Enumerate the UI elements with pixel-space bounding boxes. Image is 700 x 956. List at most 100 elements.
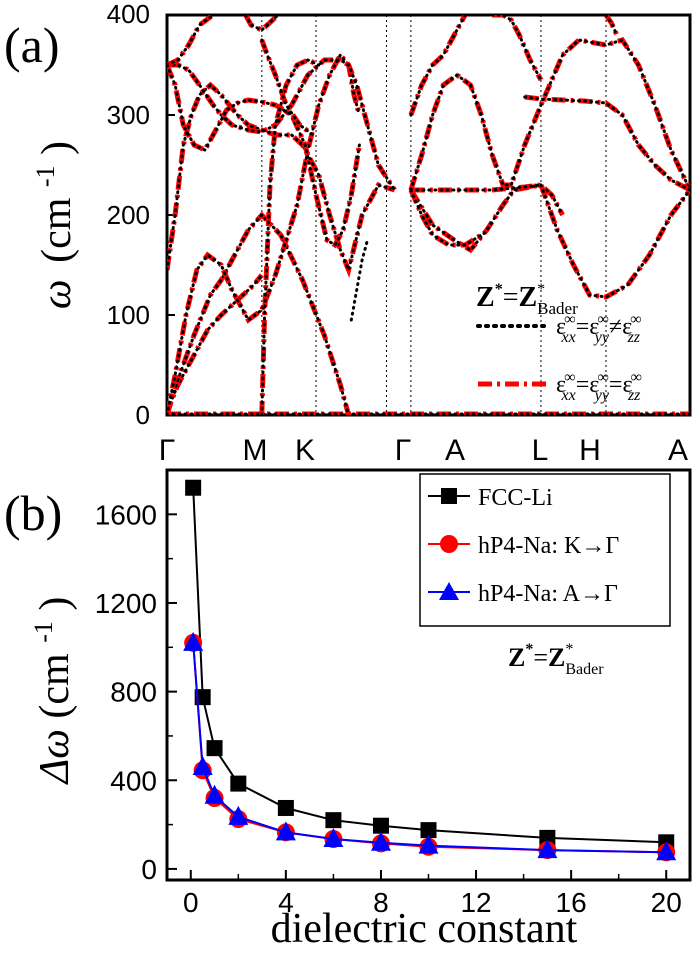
branch-black-9 bbox=[260, 38, 315, 137]
panel-a: (a) ω (cm -1 ) 400 300 200 100 0 Γ M K Γ… bbox=[4, 0, 692, 467]
point-triangle bbox=[192, 755, 213, 775]
panel-a-xlabel-gamma-1: Γ bbox=[159, 434, 176, 467]
point-square bbox=[372, 817, 389, 834]
branch-black-3 bbox=[167, 82, 397, 275]
branch-red-8 bbox=[243, 15, 280, 33]
panel-b-xtick-label: 12 bbox=[460, 887, 491, 918]
branch-black-1 bbox=[167, 212, 351, 415]
branch-black-16 bbox=[523, 95, 690, 192]
branch-black-2 bbox=[167, 52, 361, 415]
legend-a-label-1: ε∞ xx=ε∞ yy≠ε∞ zz bbox=[556, 311, 642, 346]
panel-a-ytick-0: 0 bbox=[136, 400, 150, 430]
panel-b-ylabel-unit: (cm bbox=[32, 653, 78, 719]
panel-b-ylabel-exp: -1 bbox=[29, 621, 58, 643]
point-triangle bbox=[656, 841, 677, 861]
panel-a-xlabel-m: M bbox=[243, 434, 268, 467]
panel-a-ylabel-exp: -1 bbox=[31, 165, 60, 187]
panel-a-ylabel-unit: (cm bbox=[34, 197, 80, 263]
panel-a-zstar-annotation: Z*=Z* Bader bbox=[476, 281, 578, 318]
panel-b-zstar-annotation: Z*=Z* Bader bbox=[508, 641, 604, 678]
svg-text:Δω (cm -1: Δω (cm -1 ) bbox=[16, 597, 78, 786]
branch-black-14 bbox=[409, 188, 483, 247]
legend-b-label-fcc: FCC-Li bbox=[478, 485, 553, 511]
panel-b-ylabel: Δω (cm -1 ) bbox=[16, 597, 78, 786]
panel-b-xlabel: dielectric constant bbox=[271, 906, 578, 952]
point-triangle bbox=[323, 828, 344, 847]
point-square bbox=[539, 829, 556, 846]
point-square bbox=[206, 740, 223, 757]
series-line-2 bbox=[192, 642, 667, 854]
branch-red-4 bbox=[167, 57, 397, 192]
panel-b-xtick-label: 8 bbox=[373, 887, 389, 918]
legend-b-label-ag: hP4-Na: A→Γ bbox=[478, 581, 618, 607]
branch-black-8 bbox=[244, 15, 280, 32]
panel-b-xtick-label: 16 bbox=[556, 887, 587, 918]
series-2 bbox=[183, 631, 677, 861]
panel-b-ytick-label: 1200 bbox=[95, 588, 157, 619]
branch-black-18 bbox=[490, 15, 543, 82]
legend-b-marker-fcc bbox=[441, 488, 457, 504]
panel-b-ytick-label: 800 bbox=[110, 677, 157, 708]
branch-red-10 bbox=[408, 182, 542, 254]
branch-black-11 bbox=[409, 183, 565, 217]
branch-black-6 bbox=[167, 63, 361, 248]
point-triangle bbox=[183, 631, 204, 651]
panel-a-xlabel-h: H bbox=[579, 434, 601, 467]
panel-a-ytick-100: 100 bbox=[107, 300, 150, 330]
svg-text:ω (cm -1: ω (cm -1 ) bbox=[18, 141, 80, 309]
point-square bbox=[277, 799, 294, 816]
panel-b-xtick-label: 0 bbox=[183, 887, 199, 918]
panel-b-xtick-label: 20 bbox=[651, 887, 682, 918]
branch-black-12 bbox=[539, 183, 690, 299]
point-triangle bbox=[204, 784, 225, 804]
branch-black-5 bbox=[167, 15, 215, 67]
point-triangle bbox=[228, 805, 249, 825]
panel-a-xlabel-l: L bbox=[532, 434, 549, 467]
point-square bbox=[420, 822, 437, 839]
panel-b-legend: FCC-Li hP4-Na: K→Γ hP4-Na: A→Γ bbox=[419, 473, 671, 627]
branch-red-18 bbox=[492, 15, 544, 82]
panel-b-ylabel-symbol: Δω bbox=[32, 729, 78, 785]
point-triangle bbox=[370, 831, 391, 851]
panel-b-ytick-label: 400 bbox=[110, 765, 157, 796]
panel-b-ytick-label: 0 bbox=[141, 854, 157, 885]
point-triangle bbox=[275, 821, 296, 841]
panel-a-plot bbox=[165, 13, 692, 417]
point-triangle bbox=[418, 834, 439, 854]
panel-b-label: (b) bbox=[4, 485, 62, 541]
series-0 bbox=[185, 479, 675, 851]
panel-a-xlabel-k: K bbox=[295, 434, 315, 467]
branch-black-17 bbox=[604, 15, 619, 37]
panel-a-ylabel: ω (cm -1 ) bbox=[18, 141, 80, 309]
legend-b-marker-kg bbox=[440, 535, 458, 553]
series-line-0 bbox=[192, 487, 667, 844]
panel-b-plot: 0 400 800 1200 1600 0 4 8 12 16 20 bbox=[95, 468, 692, 918]
panel-a-xlabel-gamma-2: Γ bbox=[395, 434, 412, 467]
legend-b-marker-ag bbox=[439, 582, 459, 600]
panel-a-legend: ε∞ xx=ε∞ yy≠ε∞ zz ε∞ xx=ε∞ yy=ε∞ zz bbox=[476, 311, 642, 404]
branch-red-17 bbox=[603, 15, 620, 37]
panel-a-xlabel-a-1: A bbox=[445, 434, 465, 467]
panel-a-xlabel-a-2: A bbox=[668, 434, 688, 467]
panel-a-label: (a) bbox=[4, 17, 60, 73]
branch-black-7 bbox=[260, 58, 321, 415]
point-square bbox=[230, 775, 247, 792]
panel-b-xtick-label: 4 bbox=[278, 887, 294, 918]
point-triangle bbox=[537, 839, 558, 859]
panel-b-ytick-label: 1600 bbox=[95, 499, 157, 530]
branch-black-loto bbox=[349, 238, 369, 322]
legend-b-frame bbox=[419, 473, 671, 627]
legend-a-label-2: ε∞ xx=ε∞ yy=ε∞ zz bbox=[556, 369, 642, 404]
legend-b-label-kg: hP4-Na: K→Γ bbox=[478, 533, 619, 559]
panel-a-ytick-200: 200 bbox=[107, 200, 150, 230]
branch-black-4 bbox=[167, 58, 397, 192]
branch-red-0 bbox=[167, 273, 264, 415]
panel-a-ylabel-symbol: ω bbox=[34, 279, 80, 309]
panel-a-ytick-300: 300 bbox=[107, 100, 150, 130]
point-square bbox=[185, 479, 202, 496]
panel-b: (b) Δω (cm -1 ) dielectric constant 0400… bbox=[4, 468, 692, 952]
branch-black-10 bbox=[409, 183, 543, 252]
panel-a-ylabel-close: ) bbox=[34, 141, 80, 155]
branch-black-13 bbox=[409, 38, 690, 192]
